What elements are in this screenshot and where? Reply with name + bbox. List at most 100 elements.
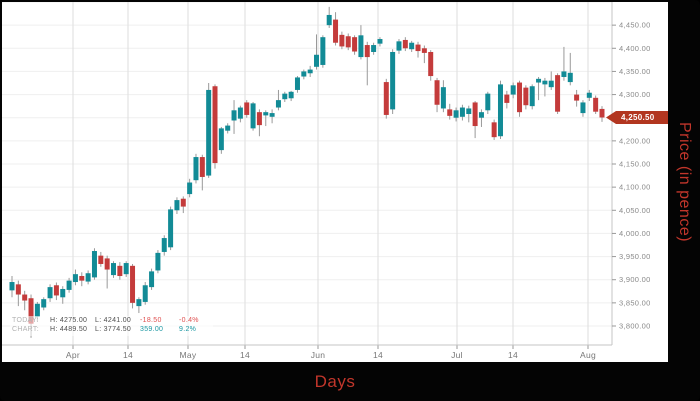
candlestick[interactable] bbox=[402, 39, 408, 49]
candlestick[interactable] bbox=[326, 14, 332, 26]
candlestick[interactable] bbox=[237, 107, 243, 119]
candlestick[interactable] bbox=[396, 41, 402, 51]
candlestick[interactable] bbox=[244, 102, 250, 115]
candlestick[interactable] bbox=[180, 198, 186, 207]
candlestick[interactable] bbox=[149, 271, 155, 288]
candlestick[interactable] bbox=[364, 45, 370, 58]
candlestick[interactable] bbox=[409, 42, 415, 50]
candlestick[interactable] bbox=[28, 298, 34, 324]
candlestick[interactable] bbox=[288, 91, 294, 99]
candlestick[interactable] bbox=[231, 110, 237, 121]
candlestick[interactable] bbox=[472, 102, 478, 127]
candlestick[interactable] bbox=[212, 86, 218, 164]
candlestick[interactable] bbox=[466, 108, 472, 115]
candlestick[interactable] bbox=[510, 85, 516, 95]
candlestick[interactable] bbox=[561, 71, 567, 77]
candlestick[interactable] bbox=[428, 51, 434, 77]
candlestick[interactable] bbox=[15, 284, 21, 295]
candlestick[interactable] bbox=[142, 285, 148, 302]
candlestick[interactable] bbox=[168, 209, 174, 248]
candlestick[interactable] bbox=[34, 303, 40, 317]
candlestick[interactable] bbox=[580, 102, 586, 114]
candlestick[interactable] bbox=[447, 109, 453, 116]
candlestick[interactable] bbox=[263, 112, 269, 116]
candlestick[interactable] bbox=[536, 78, 542, 83]
candlestick[interactable] bbox=[53, 285, 59, 296]
candlestick[interactable] bbox=[250, 103, 256, 129]
x-tick-label: May bbox=[180, 350, 197, 360]
legend-chart-label: CHART: bbox=[12, 326, 39, 333]
candlestick[interactable] bbox=[47, 287, 53, 299]
candlestick[interactable] bbox=[593, 97, 599, 112]
candlestick[interactable] bbox=[523, 87, 529, 106]
candlestick[interactable] bbox=[415, 44, 421, 52]
candlestick[interactable] bbox=[206, 89, 212, 176]
candlestick[interactable] bbox=[497, 84, 503, 137]
candlestick[interactable] bbox=[345, 36, 351, 48]
x-tick-label: 14 bbox=[373, 350, 383, 360]
candlestick[interactable] bbox=[136, 299, 142, 307]
candlestick[interactable] bbox=[225, 125, 231, 131]
candlestick[interactable] bbox=[9, 282, 15, 291]
candlestick[interactable] bbox=[555, 75, 561, 112]
candlestick[interactable] bbox=[358, 35, 364, 58]
candlestick[interactable] bbox=[383, 82, 389, 115]
candlestick[interactable] bbox=[218, 128, 224, 151]
candlestick[interactable] bbox=[333, 19, 339, 43]
candlestick[interactable] bbox=[599, 108, 605, 118]
candlestick[interactable] bbox=[352, 37, 358, 52]
candlestick[interactable] bbox=[434, 80, 440, 105]
candlestick[interactable] bbox=[478, 112, 484, 118]
candlestick[interactable] bbox=[453, 110, 459, 118]
candlestick[interactable] bbox=[390, 51, 396, 110]
candlestick[interactable] bbox=[586, 92, 592, 98]
candlestick[interactable] bbox=[294, 77, 300, 90]
candlestick[interactable] bbox=[91, 251, 97, 278]
candlestick[interactable] bbox=[111, 263, 117, 276]
candlestick[interactable] bbox=[66, 280, 72, 290]
candlestick[interactable] bbox=[193, 157, 199, 181]
candlestick[interactable] bbox=[440, 87, 446, 109]
candlestick[interactable] bbox=[529, 86, 535, 107]
candlestick[interactable] bbox=[117, 265, 123, 277]
candlestick[interactable] bbox=[567, 72, 573, 83]
candlestick[interactable] bbox=[104, 258, 110, 270]
candlestick[interactable] bbox=[161, 238, 167, 252]
candlestick[interactable] bbox=[282, 93, 288, 100]
candlestick[interactable] bbox=[72, 274, 78, 283]
candlestick[interactable] bbox=[187, 182, 193, 195]
candlestick[interactable] bbox=[199, 157, 205, 177]
candlestick[interactable] bbox=[314, 54, 320, 67]
candlestick[interactable] bbox=[256, 112, 262, 126]
candlestick[interactable] bbox=[41, 299, 47, 308]
candlestick[interactable] bbox=[130, 265, 136, 303]
candlestick[interactable] bbox=[60, 288, 66, 298]
candlestick[interactable] bbox=[320, 37, 326, 65]
candlestick[interactable] bbox=[542, 80, 548, 85]
candlestick[interactable] bbox=[79, 276, 85, 281]
candlestick[interactable] bbox=[504, 94, 510, 103]
candlestick[interactable] bbox=[421, 48, 427, 53]
candlestick[interactable] bbox=[339, 34, 345, 47]
candlestick[interactable] bbox=[269, 113, 275, 117]
candlestick[interactable] bbox=[155, 252, 161, 271]
price-chart-plot[interactable]: Apr 14 May 14 Jun 14 Jul 14 Aug 4,450.00 4,400.00 4… bbox=[2, 2, 668, 362]
candlestick[interactable] bbox=[301, 71, 307, 77]
candlestick[interactable] bbox=[174, 200, 180, 211]
candlestick[interactable] bbox=[517, 82, 523, 113]
candlestick[interactable] bbox=[548, 80, 554, 88]
candlestick[interactable] bbox=[307, 69, 313, 74]
candlestick[interactable] bbox=[459, 107, 465, 117]
candlestick[interactable] bbox=[123, 263, 129, 275]
candlestick[interactable] bbox=[275, 100, 281, 108]
candlestick[interactable] bbox=[98, 255, 104, 264]
candlestick[interactable] bbox=[371, 45, 377, 52]
candlestick[interactable] bbox=[85, 273, 91, 282]
candlestick[interactable] bbox=[485, 93, 491, 111]
candlestick[interactable] bbox=[491, 122, 497, 138]
x-tick-label: 14 bbox=[123, 350, 133, 360]
candlestick[interactable] bbox=[377, 39, 383, 44]
candlestick[interactable] bbox=[22, 294, 28, 301]
candlestick[interactable] bbox=[574, 94, 580, 101]
y-axis-title: Price (in pence) bbox=[676, 121, 693, 243]
